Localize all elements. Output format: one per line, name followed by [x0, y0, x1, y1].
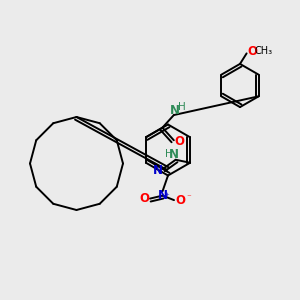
- Text: N: N: [158, 189, 168, 202]
- Text: ⁻: ⁻: [187, 193, 191, 202]
- Text: CH₃: CH₃: [255, 46, 273, 56]
- Text: ⁺: ⁺: [165, 192, 170, 201]
- Text: O: O: [247, 45, 257, 58]
- Text: N: N: [153, 164, 163, 177]
- Text: O: O: [174, 135, 184, 148]
- Text: N: N: [169, 148, 179, 161]
- Text: H: H: [178, 102, 186, 112]
- Text: N: N: [170, 104, 180, 117]
- Text: H: H: [165, 149, 173, 159]
- Text: O: O: [140, 192, 150, 205]
- Text: O: O: [176, 194, 186, 207]
